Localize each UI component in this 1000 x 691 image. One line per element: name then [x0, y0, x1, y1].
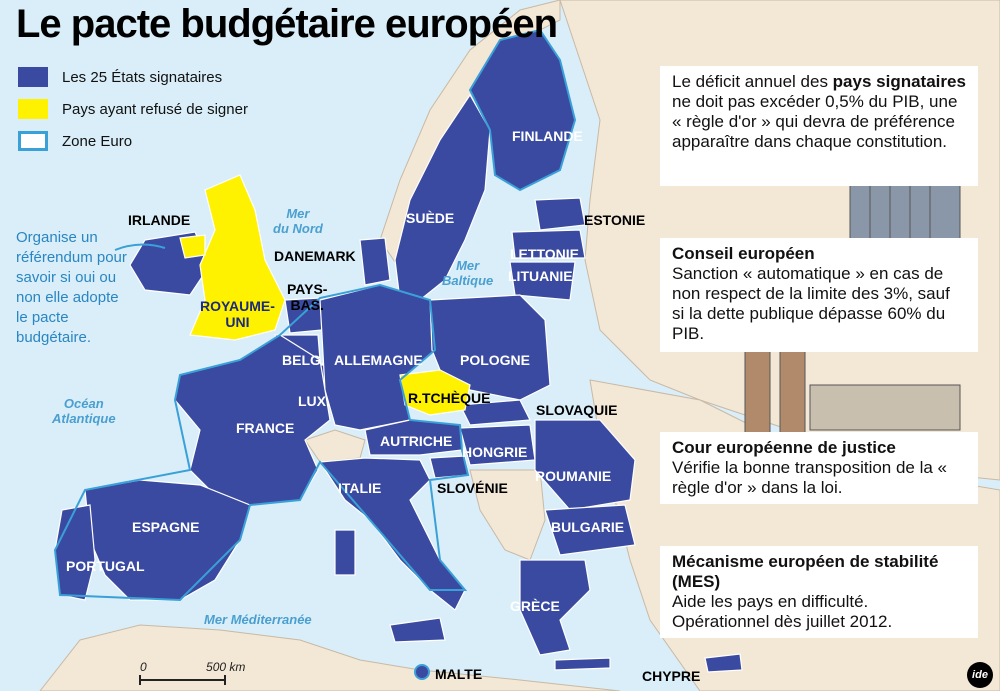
panel-deficit: Le déficit annuel des pays signataires n… [660, 66, 978, 186]
label-france: FRANCE [236, 420, 295, 436]
legend-label: Zone Euro [62, 132, 133, 150]
shape-portugal [54, 504, 96, 601]
note-arrow [114, 243, 166, 251]
shape-slovaquie [459, 399, 531, 426]
label-slovaquie: SLOVAQUIE [536, 402, 618, 418]
panel-deficit-bold: pays signataires [832, 72, 966, 91]
shape-rtcheque [399, 369, 471, 416]
label-italie: ITALIE [338, 480, 382, 496]
label-royaume-uni: ROYAUME- UNI [200, 298, 275, 330]
label-espagne: ESPAGNE [132, 519, 200, 535]
shape-irlande-nord [179, 234, 206, 259]
ide-logo: ide [967, 662, 993, 688]
shape-roumanie [534, 419, 636, 511]
shape-espagne [84, 479, 251, 601]
legend-item-refused: Pays ayant refusé de signer [18, 96, 248, 122]
panel-deficit-text-pre: Le déficit annuel des [672, 72, 833, 91]
shape-sardaigne [334, 529, 356, 576]
panel-mes-title: Mécanisme européen de stabilité (MES) [672, 552, 939, 591]
page-title: Le pacte budgétaire européen [16, 2, 558, 46]
label-allemagne: ALLEMAGNE [334, 352, 423, 368]
legend-swatch-yellow [18, 99, 48, 119]
panel-mes-body: Aide les pays en difficulté. Opérationne… [672, 592, 893, 631]
building-cour [744, 349, 961, 446]
shape-sicile [389, 617, 446, 643]
label-pays-bas: PAYS- BAS. [287, 281, 328, 313]
legend-swatch-euro [18, 131, 48, 151]
panel-mes: Mécanisme européen de stabilité (MES) Ai… [660, 546, 978, 638]
euro-outline-finlande [468, 28, 577, 192]
label-lettonie: LETTONIE [510, 246, 579, 262]
shape-crete [554, 657, 611, 671]
label-suede: SUÈDE [406, 210, 455, 226]
label-mer-du-nord: Mer du Nord [273, 206, 323, 236]
scale: 0 500 km [140, 660, 245, 674]
shape-bulgarie [544, 504, 636, 556]
panel-conseil-title: Conseil européen [672, 244, 815, 263]
label-ocean-atlantique: Océan Atlantique [52, 396, 116, 426]
label-grece: GRÈCE [510, 598, 560, 614]
label-estonie: ESTONIE [584, 212, 646, 228]
legend: Les 25 États signataires Pays ayant refu… [18, 64, 248, 160]
shape-chypre [704, 653, 743, 673]
label-pologne: POLOGNE [460, 352, 531, 368]
label-autriche: AUTRICHE [380, 433, 453, 449]
shape-danemark [359, 237, 391, 286]
label-rtcheque: R.TCHÈQUE [408, 390, 491, 406]
label-danemark: DANEMARK [274, 248, 356, 264]
panel-conseil-body: Sanction « automatique » en cas de non r… [672, 264, 950, 343]
panel-conseil: Conseil européen Sanction « automatique … [660, 238, 978, 352]
label-mer-mediterranee: Mer Méditerranée [204, 612, 312, 627]
label-belg: BELG. [282, 352, 325, 368]
land-switzerland [304, 429, 366, 463]
legend-swatch-blue [18, 67, 48, 87]
label-roumanie: ROUMANIE [535, 468, 612, 484]
euro-outline-core [53, 283, 470, 602]
label-lituanie: LITUANIE [508, 268, 573, 284]
label-slovenie: SLOVÉNIE [437, 480, 508, 496]
panel-cour-title: Cour européenne de justice [672, 438, 896, 457]
label-hongrie: HONGRIE [462, 444, 528, 460]
label-irlande: IRLANDE [128, 212, 191, 228]
label-finlande: FINLANDE [512, 128, 583, 144]
label-malte: MALTE [435, 666, 483, 682]
label-mer-baltique: Mer Baltique [442, 258, 494, 288]
shape-lettonie [511, 229, 586, 259]
legend-item-signatory: Les 25 États signataires [18, 64, 248, 90]
scale-label: 500 km [206, 660, 246, 674]
malte-marker [414, 664, 430, 680]
label-portugal: PORTUGAL [66, 558, 145, 574]
shape-royaume-uni [189, 174, 286, 341]
legend-item-euro: Zone Euro [18, 128, 248, 154]
shape-lituanie [509, 261, 576, 301]
shape-grece [519, 559, 591, 656]
panel-deficit-text-post: ne doit pas excéder 0,5% du PIB, une « r… [672, 92, 958, 151]
shape-estonie [534, 197, 586, 231]
land-north-africa [39, 624, 621, 691]
label-lux: LUX. [298, 393, 330, 409]
panel-cour: Cour européenne de justice Vérifie la bo… [660, 432, 978, 504]
label-chypre: CHYPRE [642, 668, 701, 684]
scale-zero: 0 [140, 660, 147, 674]
legend-label: Pays ayant refusé de signer [62, 100, 248, 118]
irlande-note: Organise un référendum pour savoir si ou… [16, 229, 127, 346]
label-bulgarie: BULGARIE [551, 519, 625, 535]
legend-label: Les 25 États signataires [62, 68, 223, 86]
panel-cour-body: Vérifie la bonne transposition de la « r… [672, 458, 948, 497]
